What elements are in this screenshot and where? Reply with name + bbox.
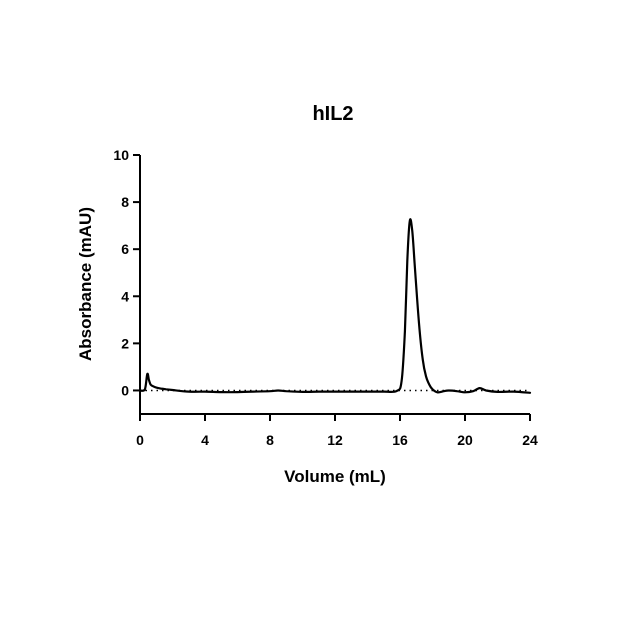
x-tick-label: 8 (266, 432, 274, 448)
y-tick-label: 2 (121, 335, 129, 351)
y-tick-label: 0 (121, 382, 129, 398)
y-tick-label: 6 (121, 241, 129, 257)
x-tick-label: 0 (136, 432, 144, 448)
plot-area (138, 218, 532, 394)
x-tick-label: 4 (201, 432, 209, 448)
y-tick-label: 4 (121, 288, 129, 304)
x-axis-label: Volume (mL) (284, 467, 386, 486)
x-tick-label: 24 (522, 432, 538, 448)
chart-title: hIL2 (312, 103, 353, 125)
axes (139, 155, 530, 415)
y-tick-label: 8 (121, 194, 129, 210)
y-tick-label: 10 (113, 147, 129, 163)
y-axis-label: Absorbance (mAU) (76, 207, 95, 361)
x-tick-label: 20 (457, 432, 473, 448)
x-tick-label: 16 (392, 432, 408, 448)
x-tick-label: 12 (327, 432, 343, 448)
absorbance-trace (138, 218, 532, 394)
